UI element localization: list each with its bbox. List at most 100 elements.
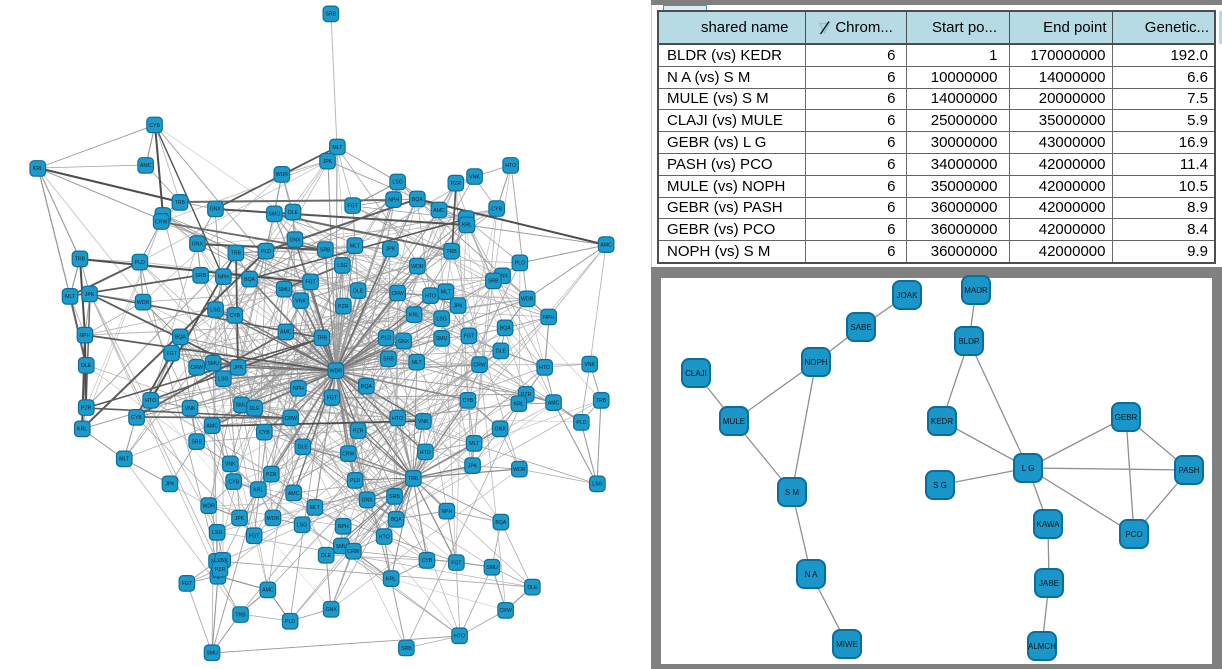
svg-text:BQA: BQA (361, 384, 372, 390)
svg-text:AMC: AMC (262, 588, 274, 594)
svg-text:AMC: AMC (140, 163, 152, 169)
svg-text:TRB: TRB (317, 336, 328, 342)
svg-text:CYB: CYB (229, 313, 240, 319)
svg-text:WDR: WDR (276, 172, 289, 178)
svg-text:JPK: JPK (386, 247, 396, 253)
svg-text:CYB: CYB (463, 398, 474, 404)
svg-text:FGT: FGT (327, 395, 338, 401)
svg-text:FGT: FGT (451, 560, 462, 566)
svg-text:GNX: GNX (210, 207, 222, 213)
svg-text:JABE: JABE (1039, 579, 1059, 588)
svg-text:SMU: SMU (486, 565, 498, 571)
svg-text:MLT: MLT (332, 145, 343, 151)
svg-text:LSG: LSG (212, 530, 222, 536)
svg-text:KRL: KRL (253, 487, 263, 493)
svg-text:LSG: LSG (210, 307, 220, 313)
svg-text:GNX: GNX (497, 274, 509, 280)
svg-text:CLAJI: CLAJI (685, 369, 707, 378)
svg-text:NPH: NPH (543, 315, 554, 321)
svg-text:JPK: JPK (323, 159, 333, 165)
svg-text:SRB: SRB (488, 279, 499, 285)
svg-text:MLT: MLT (469, 441, 480, 447)
svg-text:FGT: FGT (182, 581, 193, 587)
svg-text:GNX: GNX (495, 427, 507, 433)
svg-text:KEDR: KEDR (931, 417, 953, 426)
svg-text:GNX: GNX (192, 242, 204, 248)
svg-text:PZR: PZR (266, 472, 277, 478)
svg-text:PLD: PLD (350, 478, 360, 484)
svg-text:KRL: KRL (409, 313, 419, 319)
svg-text:JPK: JPK (468, 464, 478, 470)
svg-text:PZR: PZR (353, 428, 364, 434)
svg-text:PZR: PZR (521, 392, 532, 398)
svg-text:CRW: CRW (285, 416, 297, 422)
svg-text:DLE: DLE (81, 363, 92, 369)
svg-text:KRL: KRL (77, 427, 87, 433)
svg-text:GNX: GNX (398, 339, 410, 345)
svg-text:LSG: LSG (337, 263, 347, 269)
svg-text:NPH: NPH (218, 274, 229, 280)
svg-text:CRW: CRW (500, 608, 512, 614)
svg-text:S M: S M (785, 488, 800, 497)
svg-text:PLD: PLD (285, 619, 295, 625)
svg-text:SMU: SMU (206, 651, 218, 657)
svg-text:GNX: GNX (361, 498, 373, 504)
svg-text:GNX: GNX (326, 607, 338, 613)
svg-text:AMC: AMC (206, 423, 218, 429)
svg-text:VNK: VNK (185, 406, 196, 412)
svg-text:DLE: DLE (527, 585, 538, 591)
svg-text:LSG: LSG (592, 482, 602, 488)
svg-text:JPK: JPK (165, 482, 175, 488)
svg-text:NPH: NPH (441, 509, 452, 515)
svg-text:FGT: FGT (305, 280, 316, 286)
svg-text:HTO: HTO (145, 398, 156, 404)
svg-text:SRB: SRB (195, 273, 206, 279)
svg-text:KRL: KRL (514, 401, 524, 407)
svg-text:HTO: HTO (539, 365, 550, 371)
svg-text:WDR: WDR (513, 467, 526, 473)
svg-text:HTO: HTO (420, 450, 431, 456)
svg-text:PASH: PASH (1178, 466, 1199, 475)
svg-text:VNK: VNK (469, 174, 480, 180)
svg-text:MADR: MADR (964, 286, 988, 295)
svg-text:DLE: DLE (353, 289, 364, 295)
svg-text:NPH: NPH (79, 333, 90, 339)
svg-text:JPK: JPK (235, 516, 245, 522)
svg-text:JPK: JPK (85, 292, 95, 298)
svg-text:DLE: DLE (321, 553, 332, 559)
svg-text:VNK: VNK (584, 362, 595, 368)
svg-text:MULE: MULE (723, 417, 745, 426)
svg-text:WDR: WDR (521, 297, 534, 303)
svg-text:DLE: DLE (496, 349, 507, 355)
svg-text:NOPH: NOPH (804, 358, 827, 367)
svg-text:SMU: SMU (207, 361, 219, 367)
svg-text:JOAK: JOAK (897, 291, 919, 300)
svg-text:BQA: BQA (412, 197, 423, 203)
svg-text:MLT: MLT (412, 360, 423, 366)
svg-text:GEBR: GEBR (1115, 413, 1138, 422)
svg-text:SMU: SMU (236, 403, 248, 409)
svg-text:VNK: VNK (225, 462, 236, 468)
svg-text:PLD: PLD (381, 336, 391, 342)
svg-text:GNX: GNX (289, 238, 301, 244)
svg-text:NPH: NPH (388, 198, 399, 204)
svg-text:VNK: VNK (418, 419, 429, 425)
svg-text:KRL: KRL (462, 223, 472, 229)
svg-text:N A: N A (805, 570, 819, 579)
svg-text:AMC: AMC (288, 491, 300, 497)
svg-text:PLD: PLD (261, 249, 271, 255)
svg-text:CRW: CRW (347, 549, 359, 555)
svg-text:WDR: WDR (267, 516, 280, 522)
svg-text:FGT: FGT (464, 334, 475, 340)
svg-text:DLE: DLE (288, 210, 299, 216)
svg-text:BLDR: BLDR (958, 337, 980, 346)
svg-text:AMC: AMC (548, 400, 560, 406)
svg-text:JPK: JPK (233, 365, 243, 371)
svg-text:SMU: SMU (278, 287, 290, 293)
svg-text:WDR: WDR (203, 504, 216, 510)
svg-text:L G: L G (1022, 464, 1035, 473)
svg-text:SRB: SRB (191, 440, 202, 446)
svg-text:SRB: SRB (383, 357, 394, 363)
svg-text:HTO: HTO (505, 163, 516, 169)
svg-text:SRB: SRB (389, 494, 400, 500)
